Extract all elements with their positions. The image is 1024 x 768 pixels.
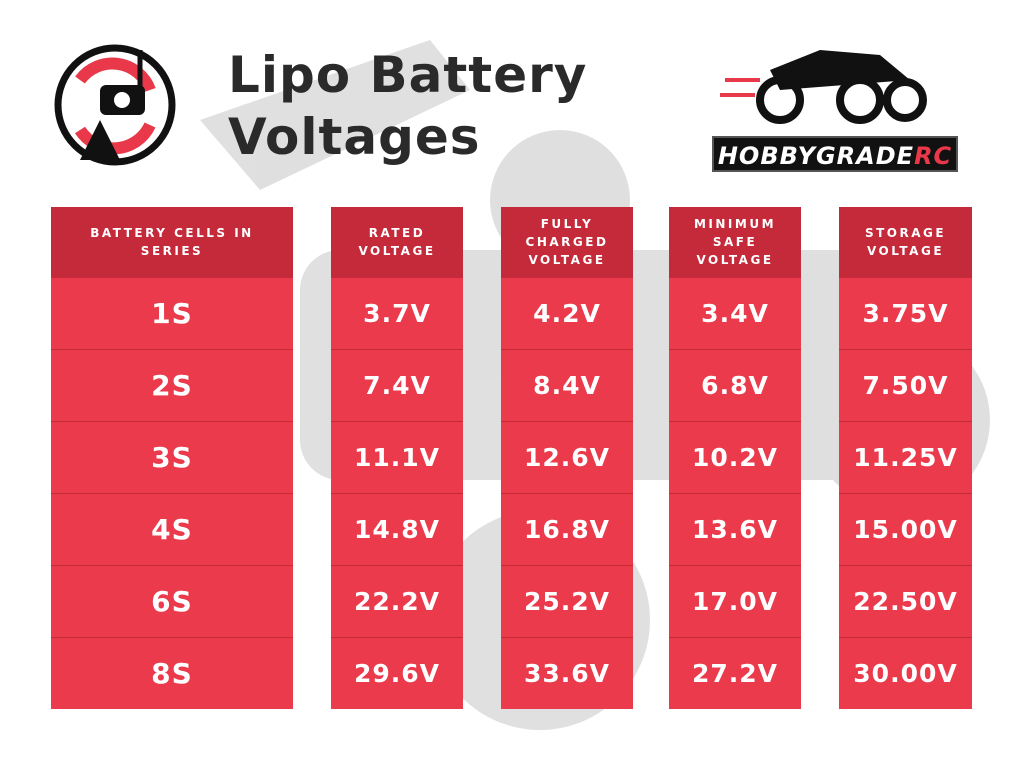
- column-header: RATED VOLTAGE: [331, 207, 463, 277]
- table-cell: 8S: [51, 637, 293, 709]
- table-cell: 12.6V: [501, 421, 633, 493]
- table-cell: 30.00V: [839, 637, 972, 709]
- title: Lipo Battery Voltages: [228, 46, 588, 166]
- table-cell: 22.50V: [839, 565, 972, 637]
- brand-logo: HOBBYGRADERC: [712, 136, 958, 172]
- table-cell: 6.8V: [669, 349, 801, 421]
- table-cell: 33.6V: [501, 637, 633, 709]
- table-column: RATED VOLTAGE 3.7V 7.4V 11.1V 14.8V 22.2V 29.6…: [331, 207, 463, 709]
- table-cell: 17.0V: [669, 565, 801, 637]
- table-cell: 3S: [51, 421, 293, 493]
- brand-accent: RC: [914, 142, 953, 170]
- table-cell: 4S: [51, 493, 293, 565]
- column-header: STORAGE VOLTAGE: [839, 207, 972, 277]
- column-header: FULLY CHARGED VOLTAGE: [501, 207, 633, 277]
- left-logo: [54, 44, 176, 166]
- table-column: FULLY CHARGED VOLTAGE 4.2V 8.4V 12.6V 16.8V 2…: [501, 207, 633, 709]
- table-cell: 14.8V: [331, 493, 463, 565]
- brand-car: [720, 50, 927, 124]
- brand-text: HOBBYGRADE: [717, 142, 915, 170]
- column-header: BATTERY CELLS IN SERIES: [51, 207, 293, 277]
- table-cell: 2S: [51, 349, 293, 421]
- table-cell: 10.2V: [669, 421, 801, 493]
- table-cell: 6S: [51, 565, 293, 637]
- table-cell: 22.2V: [331, 565, 463, 637]
- table-column: BATTERY CELLS IN SERIES 1S 2S 3S 4S 6S 8S: [51, 207, 293, 709]
- column-header: MINIMUM SAFE VOLTAGE: [669, 207, 801, 277]
- table-cell: 7.50V: [839, 349, 972, 421]
- table-cell: 13.6V: [669, 493, 801, 565]
- table-cell: 7.4V: [331, 349, 463, 421]
- table-cell: 25.2V: [501, 565, 633, 637]
- table-cell: 4.2V: [501, 277, 633, 349]
- table-cell: 8.4V: [501, 349, 633, 421]
- table-cell: 3.7V: [331, 277, 463, 349]
- table-column: STORAGE VOLTAGE 3.75V 7.50V 11.25V 15.00V 22.…: [839, 207, 972, 709]
- table-cell: 15.00V: [839, 493, 972, 565]
- table-cell: 16.8V: [501, 493, 633, 565]
- table-cell: 1S: [51, 277, 293, 349]
- table-cell: 3.4V: [669, 277, 801, 349]
- table-column: MINIMUM SAFE VOLTAGE 3.4V 6.8V 10.2V 13.6V 17…: [669, 207, 801, 709]
- table-cell: 27.2V: [669, 637, 801, 709]
- table-cell: 29.6V: [331, 637, 463, 709]
- table-cell: 3.75V: [839, 277, 972, 349]
- table-cell: 11.25V: [839, 421, 972, 493]
- table-cell: 11.1V: [331, 421, 463, 493]
